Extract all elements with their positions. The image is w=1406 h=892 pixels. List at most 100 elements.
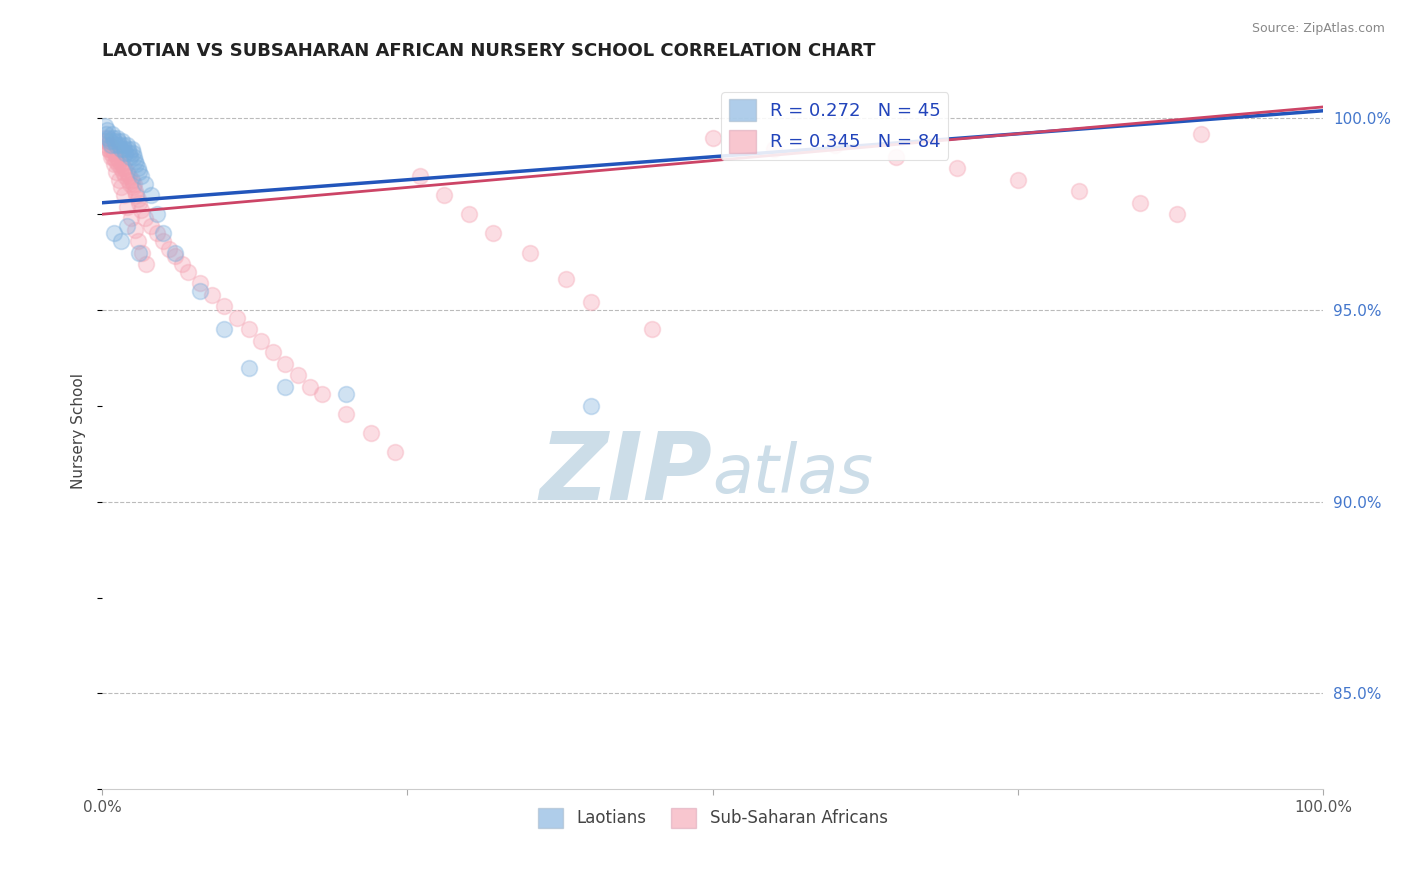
Point [93, 130, 115, 145]
Point [117, 142, 139, 156]
Point [120, 211, 142, 225]
Point [702, 130, 724, 145]
Point [262, 345, 284, 359]
Point [124, 222, 146, 236]
Point [97, 142, 120, 156]
Point [101, 127, 124, 141]
Point [121, 180, 143, 194]
Point [100, 145, 122, 160]
Point [139, 188, 162, 202]
Point [98, 138, 121, 153]
Point [112, 188, 135, 202]
Point [1007, 173, 1029, 187]
Point [125, 188, 148, 202]
Point [107, 173, 129, 187]
Point [238, 322, 260, 336]
Point [111, 138, 134, 153]
Point [360, 425, 382, 440]
Point [188, 277, 211, 291]
Point [287, 368, 309, 383]
Point [165, 245, 187, 260]
Point [105, 130, 128, 145]
Text: atlas: atlas [713, 441, 875, 507]
Point [146, 207, 169, 221]
Point [103, 227, 125, 241]
Point [274, 380, 297, 394]
Point [134, 177, 156, 191]
Point [103, 130, 125, 145]
Point [111, 157, 134, 171]
Point [108, 153, 131, 168]
Point [114, 169, 136, 183]
Point [121, 145, 143, 160]
Point [124, 184, 146, 198]
Point [127, 192, 149, 206]
Point [128, 165, 150, 179]
Point [311, 387, 333, 401]
Point [457, 207, 479, 221]
Point [519, 245, 541, 260]
Point [555, 272, 578, 286]
Point [117, 173, 139, 187]
Point [129, 169, 152, 183]
Point [103, 157, 125, 171]
Point [946, 161, 969, 176]
Legend: Laotians, Sub-Saharan Africans: Laotians, Sub-Saharan Africans [531, 801, 894, 835]
Point [107, 135, 129, 149]
Point [96, 135, 118, 149]
Point [124, 153, 146, 168]
Point [214, 322, 236, 336]
Point [335, 407, 357, 421]
Point [127, 234, 149, 248]
Point [98, 135, 121, 149]
Point [121, 142, 143, 156]
Point [122, 177, 145, 191]
Point [105, 165, 128, 179]
Text: LAOTIAN VS SUBSAHARAN AFRICAN NURSERY SCHOOL CORRELATION CHART: LAOTIAN VS SUBSAHARAN AFRICAN NURSERY SC… [103, 42, 876, 60]
Point [201, 287, 224, 301]
Point [120, 177, 142, 191]
Point [384, 445, 406, 459]
Point [884, 150, 907, 164]
Point [157, 242, 180, 256]
Point [165, 249, 187, 263]
Point [128, 245, 150, 260]
Text: ZIP: ZIP [540, 428, 713, 520]
Point [96, 135, 118, 149]
Point [335, 387, 357, 401]
Point [93, 119, 115, 133]
Point [152, 234, 174, 248]
Point [118, 169, 141, 183]
Point [103, 145, 125, 160]
Point [1166, 207, 1188, 221]
Point [108, 138, 131, 153]
Point [579, 295, 602, 310]
Point [112, 142, 135, 156]
Point [115, 165, 138, 179]
Point [100, 138, 122, 153]
Point [121, 173, 143, 187]
Point [129, 203, 152, 218]
Point [127, 161, 149, 176]
Point [112, 161, 135, 176]
Point [110, 142, 132, 156]
Point [96, 123, 118, 137]
Point [103, 150, 125, 164]
Point [107, 157, 129, 171]
Text: Source: ZipAtlas.com: Source: ZipAtlas.com [1251, 22, 1385, 36]
Point [97, 142, 120, 156]
Point [482, 227, 505, 241]
Point [298, 380, 321, 394]
Point [128, 195, 150, 210]
Point [104, 153, 127, 168]
Point [1067, 184, 1090, 198]
Point [579, 399, 602, 413]
Point [824, 138, 846, 153]
Point [104, 138, 127, 153]
Point [135, 257, 157, 271]
Point [115, 138, 138, 153]
Point [101, 142, 124, 156]
Point [225, 310, 247, 325]
Point [176, 265, 198, 279]
Point [1129, 195, 1152, 210]
